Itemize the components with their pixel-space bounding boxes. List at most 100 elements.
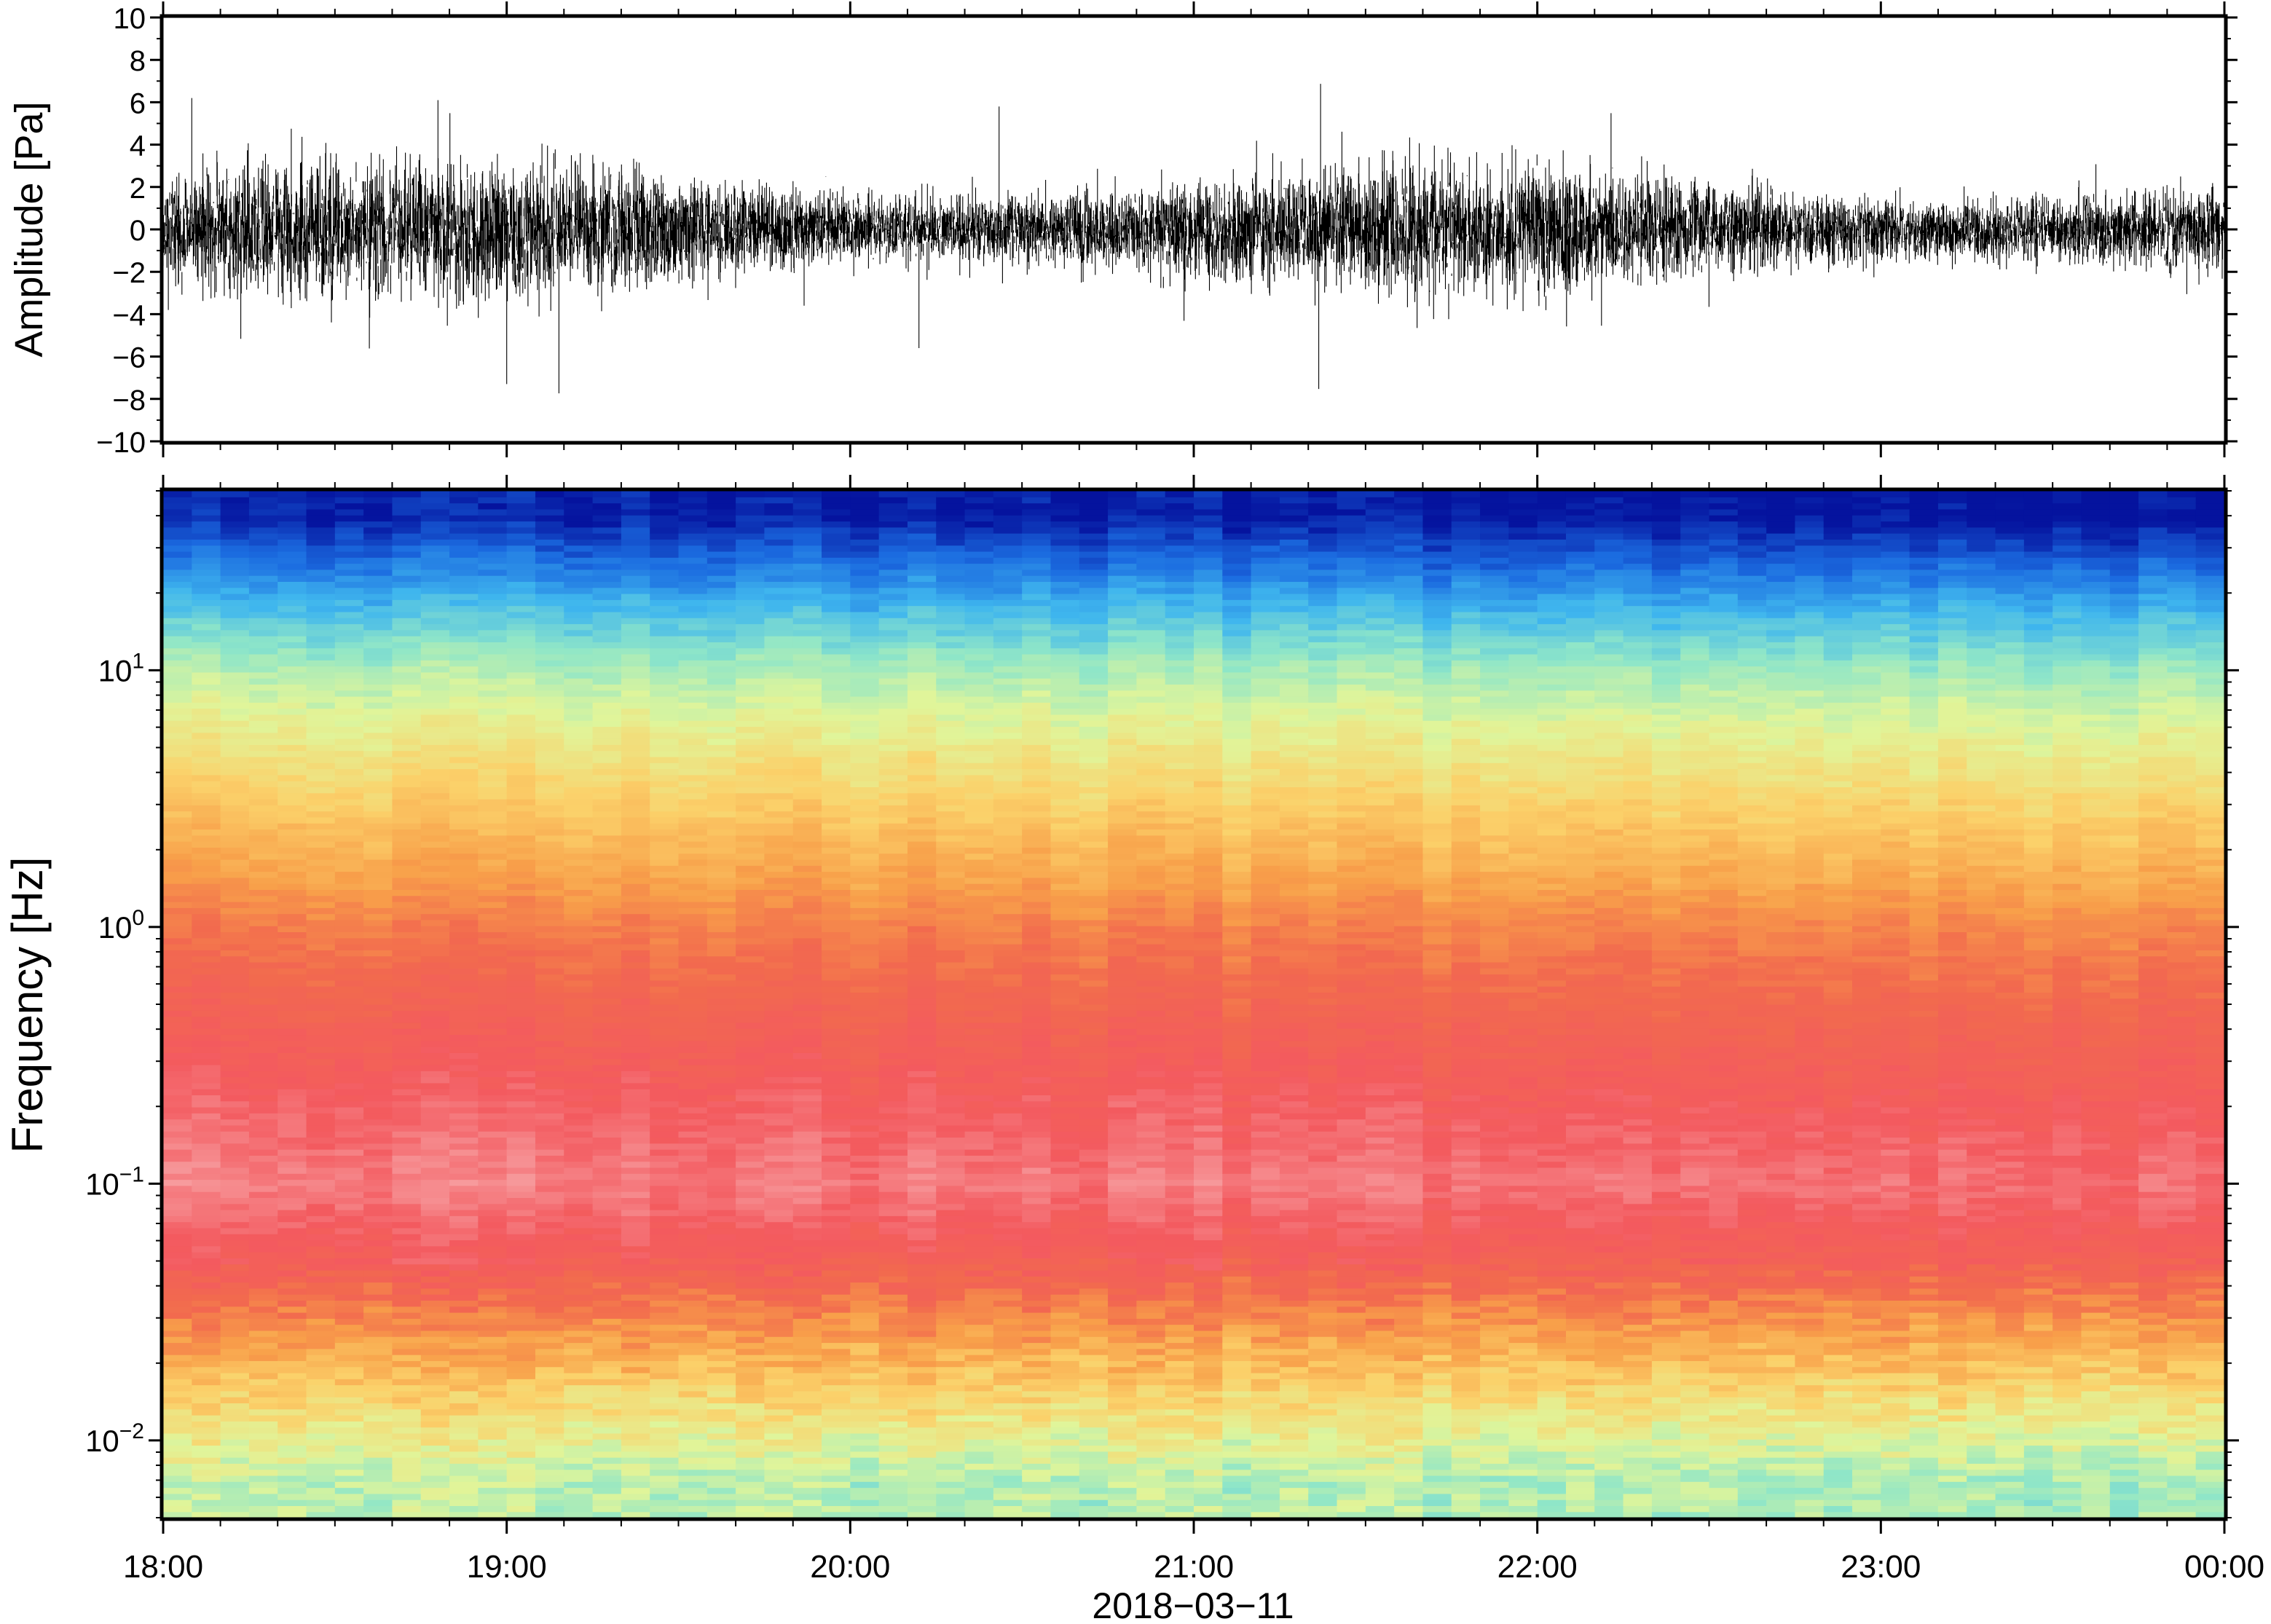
spectrogram-cell: [564, 829, 594, 836]
spectrogram-cell: [878, 671, 908, 679]
spectrogram-cell: [592, 1318, 622, 1325]
spectrogram-cell: [163, 750, 192, 757]
spectrogram-cell: [478, 1511, 508, 1518]
spectrogram-cell: [420, 726, 450, 733]
spectrogram-cell: [363, 781, 393, 788]
spectrogram-cell: [764, 623, 794, 631]
spectrogram-cell: [535, 859, 564, 866]
spectrogram-cell: [420, 847, 450, 854]
spectrogram-cell: [248, 1324, 278, 1331]
spectrogram-cell: [678, 865, 708, 872]
spectrogram-cell: [278, 1294, 307, 1301]
spectrogram-cell: [878, 968, 908, 975]
spectrogram-cell: [334, 889, 364, 896]
spectrogram-cell: [564, 781, 594, 788]
spectrogram-cell: [678, 1076, 708, 1084]
spectrogram-cell: [792, 1269, 822, 1277]
spectrogram-cell: [478, 1161, 508, 1168]
spectrogram-cell: [907, 750, 937, 757]
spectrogram-cell: [478, 1179, 508, 1186]
spectrogram-cell: [736, 508, 765, 516]
spectrogram-cell: [792, 1215, 822, 1223]
spectrogram-cell: [850, 738, 880, 745]
spectrogram-cell: [621, 1203, 650, 1210]
spectrogram-cell: [907, 805, 937, 812]
spectrogram-cell: [535, 774, 564, 781]
spectrogram-cell: [878, 563, 908, 570]
spectrogram-cell: [822, 1397, 851, 1404]
spectrogram-cell: [621, 1227, 650, 1234]
spectrogram-cell: [192, 497, 221, 504]
spectrogram-cell: [478, 919, 508, 926]
spectrogram-cell: [907, 563, 937, 570]
spectrogram-cell: [449, 1203, 479, 1210]
spectrogram-cell: [936, 599, 966, 607]
spectrogram-cell: [535, 1185, 564, 1192]
spectrogram-cell: [392, 968, 422, 975]
spectrogram-cell: [220, 623, 250, 631]
spectrogram-cell: [306, 563, 336, 570]
spectrogram-cell: [878, 678, 908, 685]
spectrogram-cell: [850, 859, 880, 866]
spectrogram-cell: [192, 1397, 221, 1404]
spectrogram-cell: [306, 1366, 336, 1373]
spectrogram-cell: [163, 913, 192, 921]
spectrogram-cell: [163, 1028, 192, 1036]
spectrogram-cell: [392, 979, 422, 987]
spectrogram-cell: [248, 1107, 278, 1113]
spectrogram-cell: [420, 720, 450, 728]
spectrogram-cell: [936, 660, 966, 667]
spectrogram-cell: [650, 979, 680, 987]
spectrogram-cell: [936, 883, 966, 891]
spectrogram-cell: [621, 853, 650, 860]
spectrogram-cell: [420, 1379, 450, 1386]
spectrogram-cell: [306, 1336, 336, 1344]
spectrogram-cell: [764, 1355, 794, 1361]
spectrogram-cell: [592, 744, 622, 752]
waveform-ytick-label: −6: [112, 342, 146, 374]
spectrogram-cell: [592, 1264, 622, 1271]
spectrogram-cell: [192, 1469, 221, 1476]
spectrogram-cell: [822, 805, 851, 812]
spectrogram-cell: [650, 1318, 680, 1325]
spectrogram-cell: [163, 618, 192, 625]
spectrogram-cell: [192, 1058, 221, 1065]
spectrogram-cell: [220, 1499, 250, 1507]
spectrogram-cell: [621, 491, 650, 497]
spectrogram-cell: [878, 1469, 908, 1476]
spectrogram-cell: [592, 636, 622, 642]
spectrogram-cell: [592, 563, 622, 570]
spectrogram-cell: [334, 919, 364, 926]
spectrogram-cell: [248, 1415, 278, 1422]
spectrogram-cell: [792, 907, 822, 915]
spectrogram-cell: [707, 521, 736, 528]
spectrogram-cell: [792, 594, 822, 600]
spectrogram-cell: [650, 1071, 680, 1078]
spectrogram-cell: [278, 636, 307, 642]
spectrogram-cell: [334, 829, 364, 836]
spectrogram-cell: [564, 1076, 594, 1084]
spectrogram-cell: [907, 1403, 937, 1410]
spectrogram-cell: [678, 992, 708, 999]
spectrogram-cell: [850, 1427, 880, 1434]
spectrogram-cell: [707, 1058, 736, 1065]
spectrogram-cell: [736, 636, 765, 642]
spectrogram-cell: [650, 762, 680, 770]
spectrogram-cell: [334, 931, 364, 939]
spectrogram-cell: [420, 1064, 450, 1071]
spectrogram-cell: [506, 1064, 536, 1071]
spectrogram-cell: [707, 787, 736, 794]
spectrogram-cell: [506, 829, 536, 836]
spectrogram-cell: [650, 678, 680, 685]
spectrogram-cell: [564, 1227, 594, 1234]
spectrogram-cell: [792, 545, 822, 552]
spectrogram-cell: [678, 841, 708, 848]
spectrogram-cell: [248, 816, 278, 824]
spectrogram-cell: [449, 1191, 479, 1199]
spectrogram-cell: [964, 1064, 994, 1071]
spectrogram-cell: [850, 1342, 880, 1349]
spectrogram-cell: [248, 1210, 278, 1216]
spectrogram-cell: [964, 1131, 994, 1138]
spectrogram-cell: [592, 1167, 622, 1174]
spectrogram-cell: [192, 1040, 221, 1047]
